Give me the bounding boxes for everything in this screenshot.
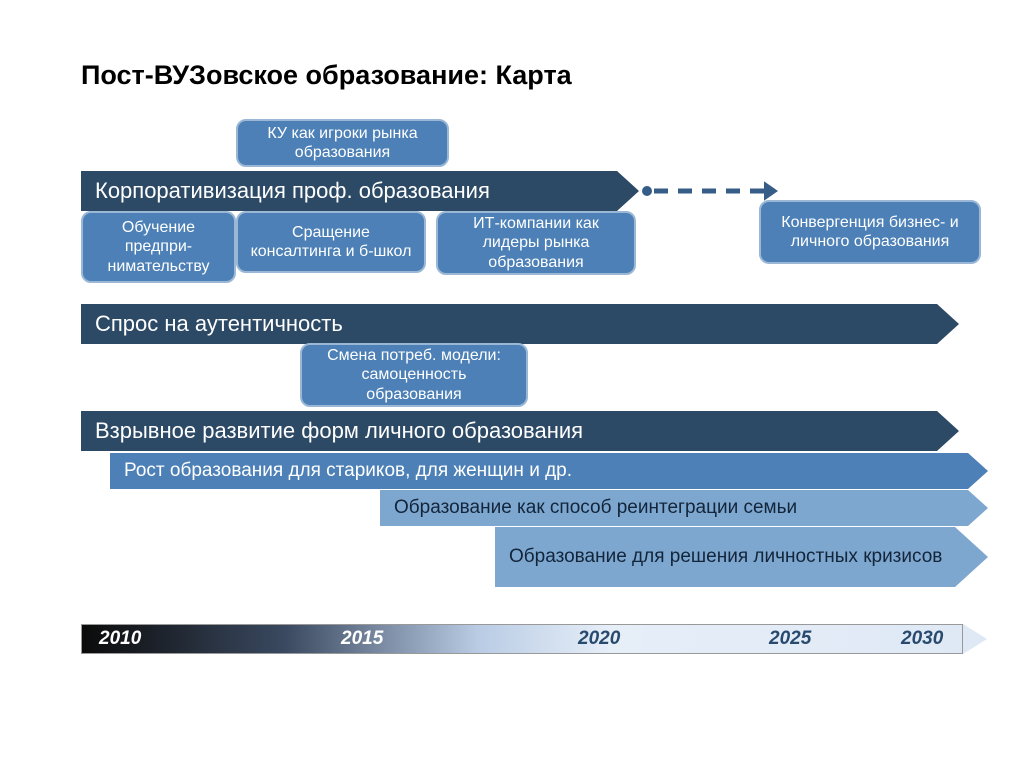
box-it: ИТ-компании как лидеры рынка образования <box>436 211 636 275</box>
timeline-label-2025: 2025 <box>769 624 811 654</box>
timeline-label-2030: 2030 <box>901 624 943 654</box>
arrow-elder-label: Рост образования для стариков, для женщи… <box>110 453 968 489</box>
arrow-crisis: Образование для решения личностных кризи… <box>495 527 988 587</box>
arrow-explosive-label: Взрывное развитие форм личного образован… <box>81 411 937 451</box>
timeline-arrowhead <box>963 624 987 654</box>
arrow-corp-label: Корпоративизация проф. образования <box>81 171 617 211</box>
timeline-axis: 2010 2015 2020 2025 2030 <box>81 624 987 654</box>
arrow-family-label: Образование как способ реинтеграции семь… <box>380 490 968 526</box>
timeline-label-2015: 2015 <box>341 624 383 654</box>
arrow-demand: Спрос на аутентичность <box>81 304 959 344</box>
timeline-label-2010: 2010 <box>99 624 141 654</box>
arrow-family-arrowhead <box>968 490 988 526</box>
arrow-demand-arrowhead <box>937 304 959 344</box>
arrow-demand-label: Спрос на аутентичность <box>81 304 937 344</box>
arrow-elder-arrowhead <box>968 453 988 489</box>
dashed-continuation-arrow <box>640 178 780 204</box>
timeline-body <box>81 624 963 654</box>
box-ku: КУ как игроки рынка образования <box>236 119 449 167</box>
box-entrepreneur: Обучение предпри-нимательству <box>81 211 236 283</box>
arrow-corp: Корпоративизация проф. образования <box>81 171 639 211</box>
arrow-explosive-arrowhead <box>937 411 959 451</box>
arrow-crisis-arrowhead <box>955 527 988 587</box>
box-model: Смена потреб. модели: самоценность образ… <box>300 343 528 407</box>
box-converge: Конвергенция бизнес- и личного образован… <box>759 200 981 264</box>
arrow-corp-arrowhead <box>617 171 639 211</box>
arrow-crisis-label: Образование для решения личностных кризи… <box>495 527 955 587</box>
arrow-elder: Рост образования для стариков, для женщи… <box>110 453 988 489</box>
box-consult: Сращение консалтинга и б-школ <box>236 211 426 273</box>
arrow-explosive: Взрывное развитие форм личного образован… <box>81 411 959 451</box>
page-title: Пост-ВУЗовское образование: Карта <box>81 60 572 91</box>
timeline-label-2020: 2020 <box>578 624 620 654</box>
arrow-family: Образование как способ реинтеграции семь… <box>380 490 988 526</box>
